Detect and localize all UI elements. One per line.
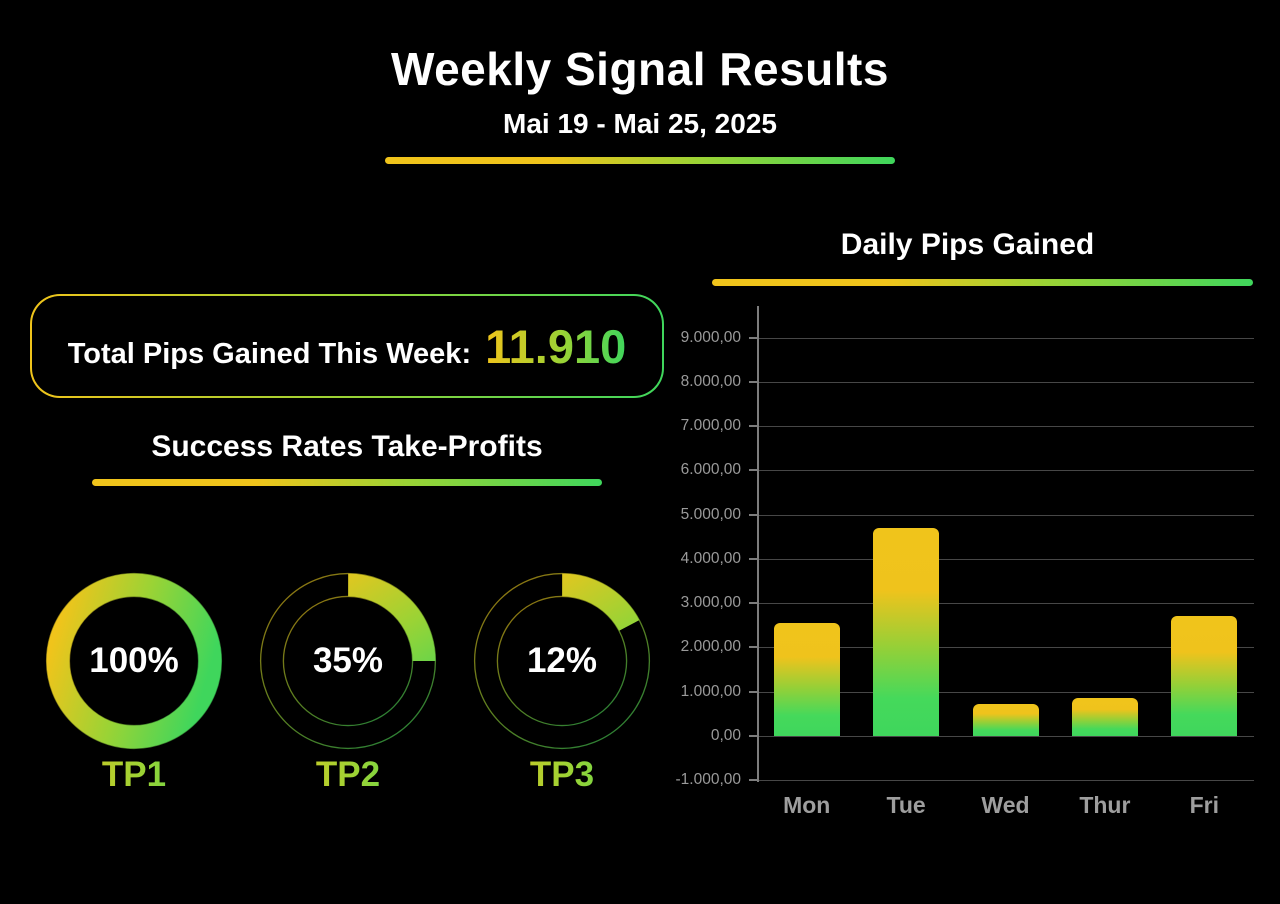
gridline xyxy=(759,426,1254,427)
donut-tp1-label: TP1 xyxy=(39,755,229,795)
bar-chart-title: Daily Pips Gained xyxy=(840,228,1095,261)
bar-fri xyxy=(1171,616,1238,736)
x-axis-label-tue: Tue xyxy=(886,792,926,818)
y-axis-tick xyxy=(749,469,757,472)
donut-tp3-label: TP3 xyxy=(467,755,657,795)
donut-outline-inner xyxy=(496,595,628,727)
y-axis-tick xyxy=(749,380,757,383)
gridline xyxy=(759,647,1254,649)
gridline xyxy=(759,735,1254,737)
gridline xyxy=(759,558,1254,560)
y-axis-tick xyxy=(749,602,757,604)
bar-tue xyxy=(873,527,940,736)
y-axis-tick xyxy=(749,513,757,516)
y-axis-tick-label: 3.000,00 xyxy=(680,594,741,611)
page-subtitle: Mai 19 - Mai 25, 2025 xyxy=(503,108,777,139)
x-axis-label-thur: Thur xyxy=(1079,792,1131,818)
header-divider xyxy=(385,157,895,164)
donut-tp2-percent: 35% xyxy=(312,641,384,680)
x-axis-label-wed: Wed xyxy=(981,792,1030,818)
gridline xyxy=(759,780,1254,781)
y-axis-tick xyxy=(749,646,757,649)
bar-wed xyxy=(972,703,1039,736)
y-axis-tick-label: 2.000,00 xyxy=(680,638,741,656)
gridline xyxy=(759,337,1254,339)
donut-tp3-percent: 12% xyxy=(526,641,598,680)
gridline xyxy=(759,470,1254,472)
y-axis-tick-label: 1.000,00 xyxy=(680,682,741,700)
y-axis-tick xyxy=(749,734,757,737)
bar-plot: 9.000,00 8.000,00 7.000,00 6.000,00 5.000,00… xyxy=(676,306,1254,866)
donut-tp1-percent: 100% xyxy=(89,641,179,680)
donut-outline-outer xyxy=(473,572,651,750)
y-axis-line xyxy=(757,306,759,782)
donut-tp1: 100% xyxy=(39,566,229,756)
total-pips-card-inner: Total Pips Gained This Week: 11.910 xyxy=(32,296,662,396)
donut-arc xyxy=(46,573,222,749)
y-axis-tick-label: 4.000,00 xyxy=(680,549,741,567)
donut-ring-svg xyxy=(259,572,437,750)
y-axis-tick-label: 5.000,00 xyxy=(680,505,741,523)
x-axis-label-mon: Mon xyxy=(783,792,831,818)
y-axis-tick xyxy=(749,336,757,339)
y-axis-tick xyxy=(749,425,757,427)
y-axis-tick-label: -1.000,00 xyxy=(675,771,742,788)
y-axis-tick-label: 7.000,00 xyxy=(680,417,741,434)
donut-tp3: 12% xyxy=(467,566,657,756)
bar-chart-divider xyxy=(712,279,1253,286)
total-pips-label: Total Pips Gained This Week: xyxy=(67,337,472,370)
y-axis-tick xyxy=(749,690,757,693)
y-axis-tick-label: 9.000,00 xyxy=(680,328,741,346)
donut-arc xyxy=(260,573,436,749)
y-axis-tick-label: 0,00 xyxy=(710,726,741,744)
success-rates-title: Success Rates Take-Profits xyxy=(151,430,543,463)
success-rates-divider xyxy=(92,479,602,486)
page-title: Weekly Signal Results xyxy=(391,43,889,95)
gridline xyxy=(759,514,1254,516)
y-axis-tick-label: 8.000,00 xyxy=(680,372,741,390)
x-axis-label-fri: Fri xyxy=(1189,792,1219,818)
donut-ring-svg xyxy=(473,572,651,750)
total-pips-value: 11.910 xyxy=(485,319,627,373)
donut-tp2-label: TP2 xyxy=(253,755,443,795)
total-pips-card: Total Pips Gained This Week: 11.910 xyxy=(30,294,664,398)
y-axis-tick xyxy=(749,557,757,560)
donut-tp2: 35% xyxy=(253,566,443,756)
bar-mon xyxy=(773,622,840,736)
gridline xyxy=(759,691,1254,693)
gridline xyxy=(759,381,1254,383)
donut-ring-svg xyxy=(45,572,223,750)
total-pips-row: Total Pips Gained This Week: 11.910 xyxy=(68,319,627,374)
bar-thur xyxy=(1071,698,1138,736)
gridline xyxy=(759,603,1254,604)
y-axis-tick xyxy=(749,779,757,781)
y-axis-tick-label: 6.000,00 xyxy=(680,461,741,479)
